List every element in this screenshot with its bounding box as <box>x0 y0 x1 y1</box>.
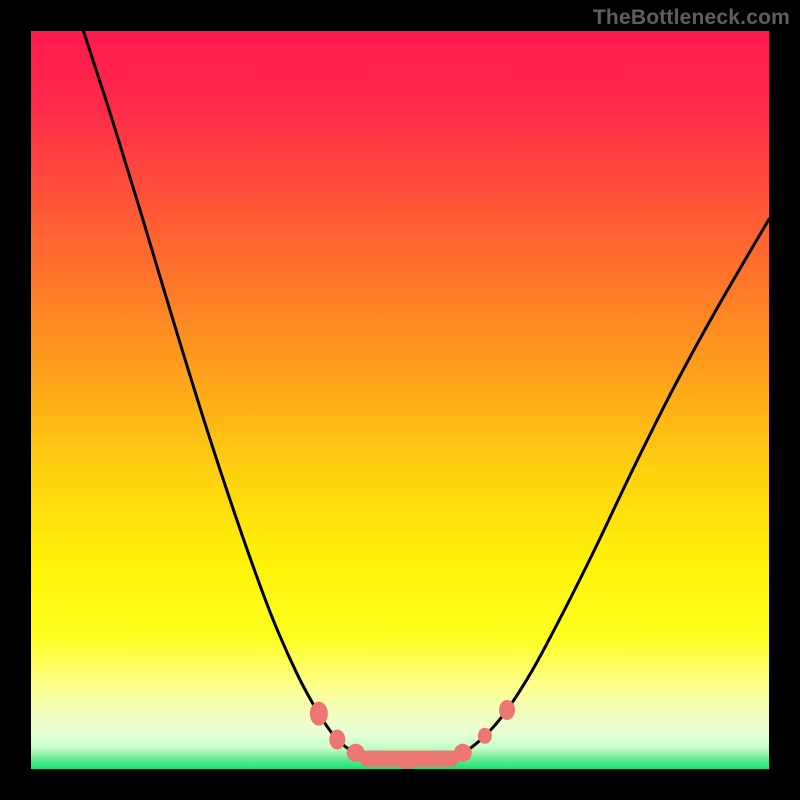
chart-overlay <box>31 31 769 769</box>
trough-markers <box>310 700 515 769</box>
trough-marker <box>499 700 515 720</box>
plot-area <box>31 31 769 769</box>
trough-marker <box>329 729 345 749</box>
trough-marker <box>310 702 328 726</box>
trough-marker <box>367 751 389 767</box>
v-curve <box>83 31 769 761</box>
watermark-text: TheBottleneck.com <box>593 6 790 30</box>
trough-marker <box>427 751 449 767</box>
trough-marker <box>394 753 420 769</box>
canvas: TheBottleneck.com <box>0 0 800 800</box>
trough-marker <box>478 728 492 744</box>
trough-marker <box>454 744 472 762</box>
trough-marker <box>347 744 365 762</box>
